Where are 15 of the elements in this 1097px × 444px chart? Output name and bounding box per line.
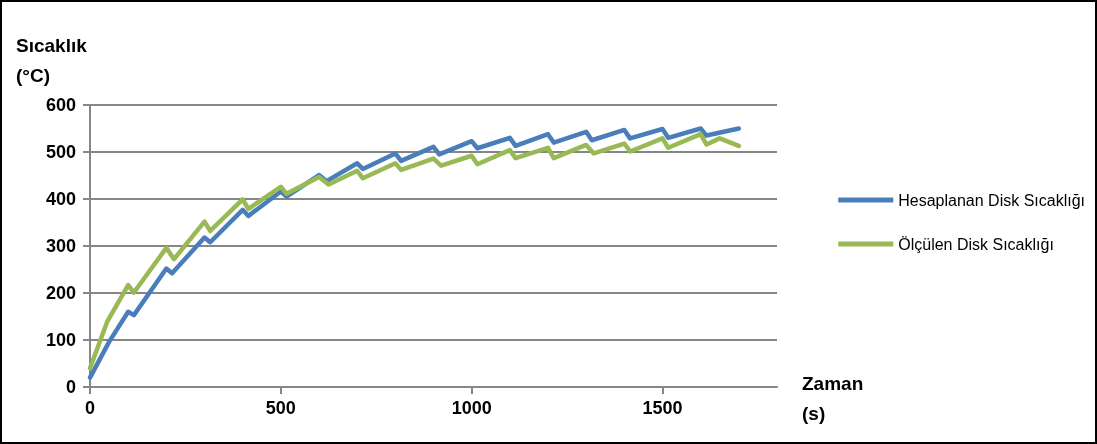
y-tick-label: 400 [45,189,76,209]
y-tick-label: 500 [45,142,76,162]
y-tick-label: 300 [45,236,76,256]
x-tick-label: 500 [265,398,296,418]
y-tick-label: 100 [45,330,76,350]
y-tick-label: 200 [45,283,76,303]
x-axis-title: Zaman (s) [802,372,864,424]
y-axis-title: Sıcaklık (°C) [16,34,88,86]
y-tick-label: 0 [65,377,76,397]
legend-label: Ölçülen Disk Sıcaklığı [898,235,1054,253]
x-tick-label: 1000 [451,398,492,418]
x-tick-label: 0 [84,398,96,418]
x-tick-label: 1500 [642,398,683,418]
legend-label: Hesaplanan Disk Sıcaklığı [898,191,1086,209]
y-tick-label: 600 [45,95,76,115]
